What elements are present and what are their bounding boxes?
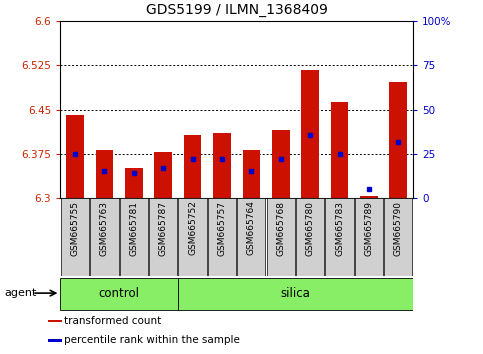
Bar: [242, 150, 260, 198]
Bar: [120, 198, 148, 276]
Bar: [360, 196, 378, 198]
Bar: [301, 70, 319, 198]
Bar: [355, 198, 383, 276]
Bar: [178, 278, 413, 310]
Text: GSM665757: GSM665757: [217, 201, 227, 256]
Bar: [272, 130, 290, 198]
Text: control: control: [99, 287, 140, 299]
Title: GDS5199 / ILMN_1368409: GDS5199 / ILMN_1368409: [146, 4, 327, 17]
Text: GSM665755: GSM665755: [71, 201, 80, 256]
Text: silica: silica: [281, 287, 311, 299]
Bar: [267, 198, 295, 276]
Bar: [213, 133, 231, 198]
Text: GSM665790: GSM665790: [394, 201, 403, 256]
Text: GSM665764: GSM665764: [247, 201, 256, 256]
Text: GSM665768: GSM665768: [276, 201, 285, 256]
Text: GSM665787: GSM665787: [159, 201, 168, 256]
Bar: [184, 135, 201, 198]
Bar: [125, 167, 142, 198]
Bar: [96, 150, 113, 198]
Bar: [48, 320, 62, 322]
Bar: [179, 198, 207, 276]
Text: GSM665789: GSM665789: [364, 201, 373, 256]
Text: GSM665780: GSM665780: [306, 201, 314, 256]
Bar: [296, 198, 324, 276]
Bar: [90, 198, 118, 276]
Bar: [149, 198, 177, 276]
Text: GSM665783: GSM665783: [335, 201, 344, 256]
Text: transformed count: transformed count: [64, 316, 161, 326]
Bar: [60, 278, 178, 310]
Bar: [61, 198, 89, 276]
Text: GSM665752: GSM665752: [188, 201, 197, 256]
Bar: [66, 115, 84, 198]
Bar: [326, 198, 354, 276]
Bar: [208, 198, 236, 276]
Text: agent: agent: [5, 288, 37, 298]
Text: GSM665763: GSM665763: [100, 201, 109, 256]
Bar: [237, 198, 266, 276]
Bar: [48, 339, 62, 342]
Bar: [155, 152, 172, 198]
Bar: [389, 82, 407, 198]
Bar: [331, 102, 348, 198]
Text: GSM665781: GSM665781: [129, 201, 138, 256]
Bar: [384, 198, 412, 276]
Text: percentile rank within the sample: percentile rank within the sample: [64, 335, 240, 346]
